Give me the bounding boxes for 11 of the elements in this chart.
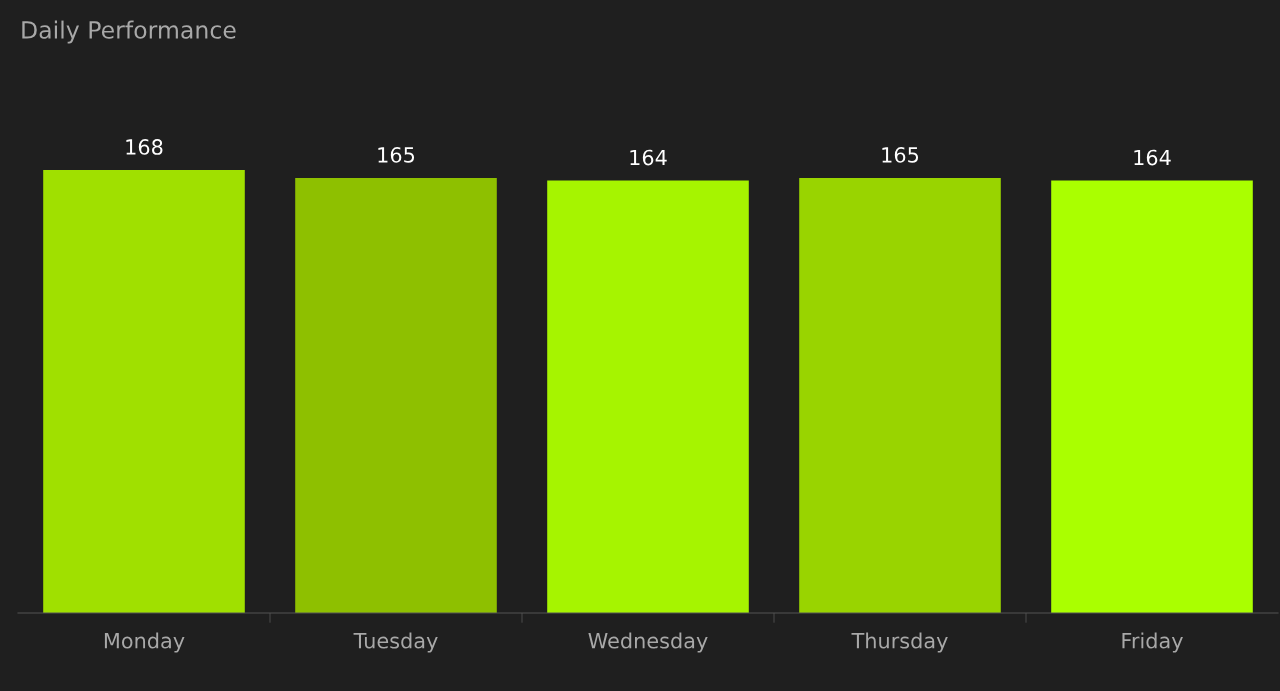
data-label: 165: [882, 147, 919, 163]
data-label: 164: [1134, 149, 1171, 166]
chart-title: Daily Performance: [22, 20, 236, 44]
x-tick-label: Thursday: [851, 632, 948, 653]
data-label: 164: [630, 149, 667, 166]
data-label: 168: [126, 139, 163, 155]
x-tick-label: Wednesday: [588, 632, 708, 653]
x-tick-label: Friday: [1122, 632, 1183, 653]
x-tick-label: Tuesday: [353, 632, 438, 653]
data-label: 165: [378, 147, 415, 163]
x-tick-label: Monday: [104, 632, 185, 653]
